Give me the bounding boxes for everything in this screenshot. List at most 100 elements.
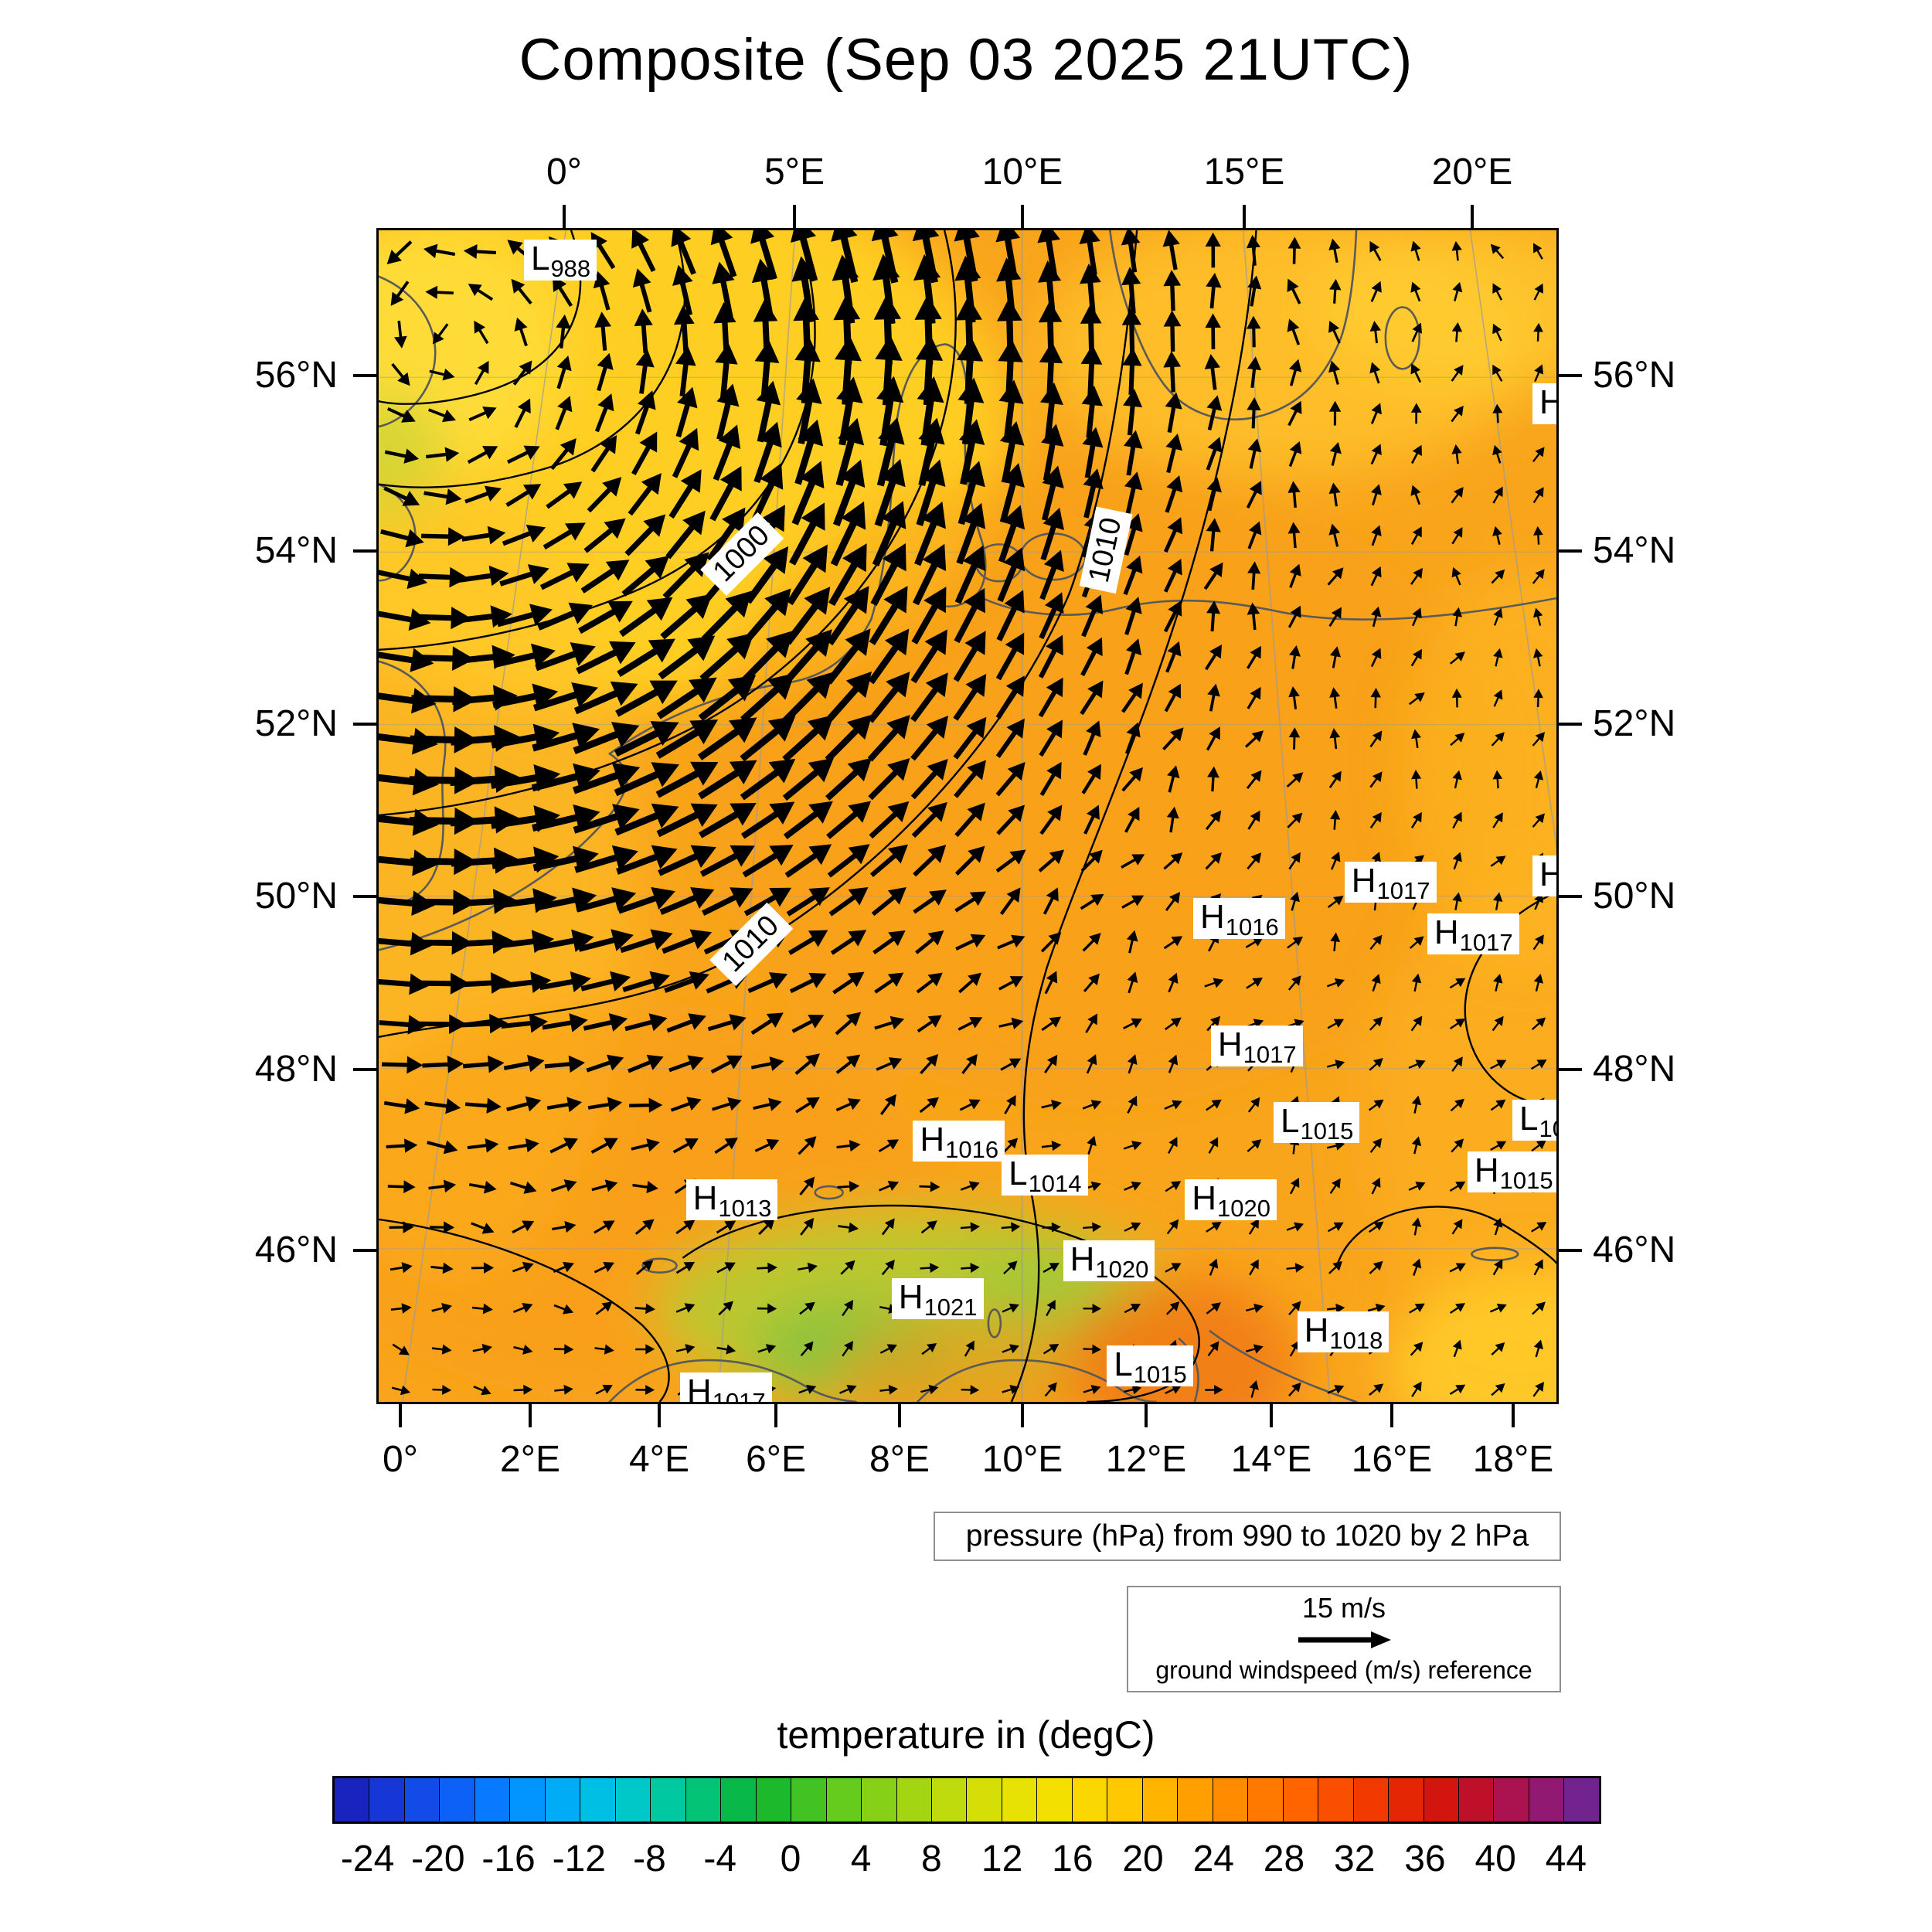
- wind-reference-legend: 15 m/s ground windspeed (m/s) reference: [1127, 1586, 1561, 1692]
- pressure-center-label: H1018: [1297, 1311, 1389, 1352]
- colorbar-segment: [1423, 1778, 1459, 1821]
- colorbar-tick-label: 8: [921, 1838, 942, 1879]
- pressure-center-letter: H: [920, 1120, 945, 1158]
- pressure-center-label: H1017: [679, 1372, 772, 1404]
- pressure-center-value: 1015: [1300, 1117, 1354, 1145]
- lat-tick-label-left: 56°N: [254, 355, 338, 396]
- pressure-center-letter: H: [692, 1179, 718, 1218]
- pressure-center-letter: H: [898, 1277, 923, 1316]
- pressure-center-label: H: [1532, 855, 1556, 897]
- pressure-center-value: 1017: [712, 1387, 766, 1404]
- colorbar-segment: [580, 1778, 616, 1821]
- pressure-center-letter: H: [1434, 913, 1459, 952]
- pressure-center-value: 1016: [1539, 1114, 1556, 1142]
- lon-tick-label-bottom: 8°E: [869, 1439, 930, 1480]
- colorbar-title: temperature in (degC): [777, 1713, 1155, 1757]
- lon-tick-label-bottom: 0°: [383, 1439, 418, 1480]
- lon-tick-bottom: [399, 1404, 402, 1427]
- lon-tick-label-bottom: 6°E: [746, 1439, 806, 1480]
- lon-tick-label-top: 20°E: [1431, 151, 1513, 192]
- colorbar-tick-label: 4: [850, 1838, 872, 1879]
- colorbar-tick-label: 24: [1192, 1838, 1234, 1879]
- colorbar-segment: [510, 1778, 546, 1821]
- lat-tick-label-right: 48°N: [1593, 1049, 1676, 1090]
- colorbar-segment: [1142, 1778, 1179, 1821]
- pressure-center-label: H1016: [1192, 898, 1285, 941]
- lat-tick-label-left: 54°N: [254, 530, 338, 571]
- colorbar-segment: [651, 1778, 686, 1821]
- pressure-center-letter: L: [1114, 1345, 1133, 1383]
- pressure-center-label: H1017: [1344, 862, 1437, 903]
- colorbar-segment: [369, 1778, 405, 1821]
- pressure-center-value: 988: [550, 254, 591, 282]
- pressure-center-letter: H: [686, 1372, 712, 1404]
- lat-tick-left: [353, 374, 376, 377]
- lat-tick-label-right: 56°N: [1593, 355, 1676, 396]
- colorbar-segment: [1178, 1778, 1213, 1821]
- lat-tick-label-left: 52°N: [254, 703, 338, 744]
- pressure-center-label: H1017: [1210, 1025, 1303, 1066]
- colorbar-tick-label: -24: [340, 1838, 395, 1879]
- colorbar-segment: [1389, 1778, 1424, 1821]
- lon-tick-label-bottom: 10°E: [981, 1439, 1063, 1480]
- pressure-center-value: 1016: [1225, 913, 1279, 941]
- pressure-center-label: L988: [523, 239, 597, 282]
- pressure-center-letter: H: [1304, 1311, 1329, 1349]
- lat-tick-left: [353, 1068, 376, 1071]
- colorbar-segment: [1494, 1778, 1529, 1821]
- pressure-center-label: H1017: [1427, 913, 1519, 955]
- lat-tick-label-right: 54°N: [1593, 530, 1676, 571]
- pressure-center-value: 1015: [1133, 1360, 1187, 1388]
- lon-tick-label-top: 15°E: [1203, 151, 1285, 192]
- pressure-center-letter: H: [1539, 855, 1556, 893]
- colorbar-segment: [1564, 1778, 1599, 1821]
- colorbar-segment: [1002, 1778, 1038, 1821]
- lat-tick-right: [1559, 1068, 1582, 1071]
- colorbar-tick-label: -8: [633, 1838, 666, 1879]
- lat-tick-right: [1559, 723, 1582, 726]
- colorbar-segment: [404, 1778, 440, 1821]
- colorbar-segment: [1529, 1778, 1565, 1821]
- lat-tick-right: [1559, 549, 1582, 553]
- lat-tick-left: [353, 895, 376, 898]
- wind-reference-value: 15 m/s: [1301, 1592, 1386, 1624]
- colorbar-segment: [967, 1778, 1002, 1821]
- pressure-center-letter: H: [1351, 862, 1376, 900]
- colorbar-segment: [931, 1778, 968, 1821]
- lon-tick-label-bottom: 4°E: [629, 1439, 689, 1480]
- pressure-center-label: H: [1532, 383, 1556, 424]
- lon-tick-bottom: [1021, 1404, 1024, 1427]
- pressure-center-letter: L: [1519, 1099, 1539, 1138]
- colorbar-tick-label: -12: [552, 1838, 606, 1879]
- lat-tick-right: [1559, 1249, 1582, 1252]
- lon-tick-label-bottom: 16°E: [1351, 1439, 1433, 1480]
- colorbar-segment: [1248, 1778, 1284, 1821]
- pressure-center-letter: H: [1474, 1151, 1499, 1189]
- pressure-center-label: L1016: [1512, 1099, 1556, 1142]
- lon-tick-top: [1243, 205, 1246, 228]
- lon-tick-bottom: [1145, 1404, 1148, 1427]
- lat-tick-left: [353, 1249, 376, 1252]
- lon-tick-label-top: 0°: [546, 151, 582, 192]
- colorbar-tick-label: -16: [481, 1838, 536, 1879]
- pressure-center-value: 1020: [1095, 1256, 1149, 1284]
- colorbar-segment: [685, 1778, 722, 1821]
- pressure-center-label: L1015: [1273, 1101, 1360, 1145]
- colorbar-tick-label: 44: [1545, 1838, 1587, 1879]
- map-canvas: [379, 230, 1556, 1402]
- colorbar-segment: [1037, 1778, 1073, 1821]
- pressure-center-letter: L: [1009, 1155, 1028, 1193]
- colorbar-segment: [791, 1778, 827, 1821]
- colorbar-tick-label: 28: [1263, 1838, 1305, 1879]
- colorbar-tick-label: 20: [1122, 1838, 1164, 1879]
- lat-tick-label-right: 50°N: [1593, 876, 1676, 917]
- lon-tick-top: [1021, 205, 1024, 228]
- lon-tick-top: [793, 205, 796, 228]
- colorbar-tick-label: 40: [1475, 1838, 1516, 1879]
- lon-tick-bottom: [529, 1404, 532, 1427]
- colorbar-tick-label: -4: [703, 1838, 737, 1879]
- colorbar-segment: [1318, 1778, 1354, 1821]
- lat-tick-label-left: 48°N: [254, 1049, 338, 1090]
- colorbar-segment: [756, 1778, 792, 1821]
- colorbar-segment: [1072, 1778, 1108, 1821]
